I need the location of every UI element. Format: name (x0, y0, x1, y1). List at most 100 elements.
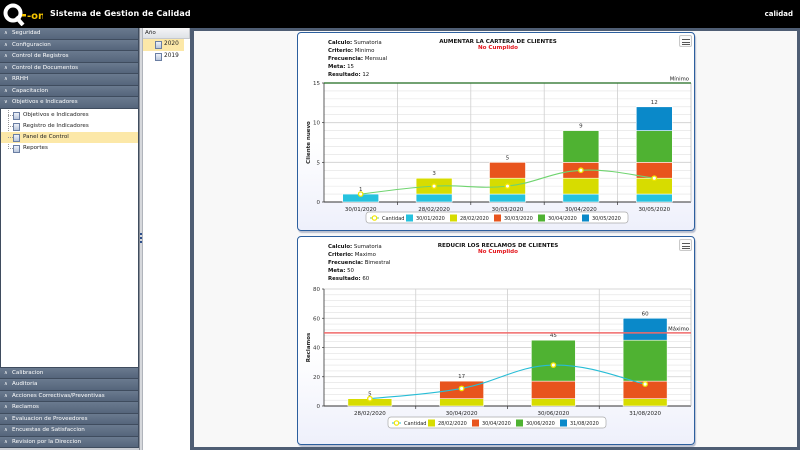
info-label: Calculo: (328, 244, 353, 250)
bar-segment[interactable] (562, 130, 600, 163)
hamburger-menu-icon[interactable] (679, 35, 692, 47)
year-item-2020[interactable]: 2020 (143, 39, 184, 51)
bar-segment[interactable] (439, 398, 484, 407)
year-column-header[interactable]: Año (143, 28, 190, 39)
accordion-header-capacitacion[interactable]: ∧ Capacitacion (0, 85, 139, 97)
line-point[interactable] (578, 167, 584, 174)
bar-segment[interactable] (635, 193, 673, 203)
bar-segment[interactable] (415, 193, 453, 203)
accordion-header-rrhh[interactable]: ∧ RRHH (0, 74, 139, 86)
year-item-2019[interactable]: 2019 (143, 51, 184, 63)
tree-connector-line (8, 125, 13, 127)
x-tick-label: 30/05/2020 (638, 207, 670, 213)
bar-segment[interactable] (635, 130, 673, 163)
line-point[interactable] (504, 183, 511, 189)
bar-segment[interactable] (489, 162, 526, 179)
line-point[interactable] (367, 395, 373, 402)
accordion-header-label: Acciones Correctivas/Preventivas (12, 392, 105, 399)
chevron-up-icon: ∧ (4, 76, 8, 82)
indicator-info: Calculo: Sumatoria Criterio: Minimo Frecue… (328, 39, 387, 79)
info-value: 12 (362, 72, 370, 78)
bar-segment[interactable] (531, 398, 576, 407)
legend-marker-icon (393, 420, 400, 426)
chart-title: AUMENTAR LA CARTERA DE CLIENTES (439, 39, 557, 45)
line-point[interactable] (642, 381, 648, 387)
legend-item[interactable]: 28/02/2020 (450, 214, 489, 223)
line-point[interactable] (458, 385, 465, 392)
panel-splitter[interactable] (139, 28, 143, 450)
bar-segment[interactable] (531, 339, 576, 382)
legend-item[interactable]: 30/06/2020 (516, 419, 555, 428)
tree-item-label: Panel de Control (23, 133, 69, 140)
accordion-header-reclamos[interactable]: ∧ Reclamos (0, 402, 139, 414)
line-point[interactable] (431, 183, 437, 189)
info-value: Sumatoria (353, 40, 382, 46)
user-name[interactable]: calidad (764, 10, 793, 18)
splitter-grip-icon[interactable] (140, 233, 142, 243)
x-tick-label: 28/02/2020 (418, 207, 450, 213)
app-title: Sistema de Gestion de Calidad (50, 9, 191, 18)
document-icon (13, 122, 20, 131)
tree-item-registro-de-indicadores[interactable]: Registro de Indicadores (1, 121, 138, 132)
legend-box (387, 416, 607, 429)
bar-segment[interactable] (489, 193, 526, 203)
bar-segment[interactable] (622, 398, 668, 407)
line-point[interactable] (357, 191, 364, 197)
chart-legend: Cantidad 28/02/2020 30/04/2020 30/06/2020 31… (387, 416, 607, 429)
info-label: Criterio: (328, 48, 354, 54)
accordion-header-encuestas-de-satisfaccion[interactable]: ∧ Encuestas de Satisfaccion (0, 425, 139, 437)
y-tick-label: 20 (313, 375, 320, 381)
info-label: Meta: (328, 64, 346, 70)
info-value: Minimo (354, 48, 375, 54)
bar-segment[interactable] (562, 177, 600, 195)
bar-segment[interactable] (635, 106, 673, 131)
legend-item[interactable]: 30/04/2020 (472, 419, 511, 428)
legend-swatch-icon (516, 419, 523, 427)
legend-item[interactable]: 30/01/2020 (406, 214, 445, 223)
y-axis-title: Cliente nuevo (306, 121, 312, 164)
info-value: 60 (362, 276, 370, 282)
tree-item-objetivos-e-indicadores[interactable]: Objetivos e Indicadores (1, 110, 138, 121)
legend-item[interactable]: 30/04/2020 (538, 214, 577, 223)
chevron-up-icon: ∧ (4, 369, 8, 376)
legend-item[interactable]: 30/03/2020 (494, 214, 533, 223)
legend-label: 30/06/2020 (526, 421, 555, 427)
line-point[interactable] (550, 362, 557, 368)
accordion-header-auditoria[interactable]: ∧ Auditoria (0, 379, 139, 391)
legend-item[interactable]: 28/02/2020 (428, 419, 467, 428)
accordion-header-seguridad[interactable]: ∧ Seguridad (0, 28, 139, 40)
legend-marker-icon (371, 215, 378, 221)
info-value: Mensual (364, 56, 388, 62)
hamburger-menu-icon[interactable] (679, 239, 692, 251)
chevron-up-icon: ∧ (4, 392, 8, 399)
legend-label: 30/04/2020 (548, 216, 577, 222)
bar-segment[interactable] (562, 193, 600, 203)
info-label: Frecuencia: (328, 56, 364, 62)
chart-legend: Cantidad 30/01/2020 28/02/2020 30/03/2020 30… (365, 211, 629, 224)
accordion-header-acciones-correctivas-preventivas[interactable]: ∧ Acciones Correctivas/Preventivas (0, 390, 139, 402)
bar-segment[interactable] (622, 339, 668, 382)
bar-segment[interactable] (531, 380, 576, 399)
tree-item-panel-de-control[interactable]: Panel de Control (1, 131, 138, 143)
accordion-header-evaluacion-de-proveedores[interactable]: ∧ Evaluacion de Proveedores (0, 413, 139, 425)
accordion-header-label: Control de Documentos (12, 64, 79, 71)
line-point[interactable] (651, 175, 658, 182)
chevron-down-icon: ∨ (4, 99, 8, 105)
y-tick-label: 0 (317, 404, 321, 410)
legend-item[interactable]: Cantidad (392, 420, 427, 427)
accordion-header-objetivos-e-indicadores[interactable]: ∨ Objetivos e Indicadores (0, 97, 139, 109)
accordion-header-control-de-registros[interactable]: ∧ Control de Registros (0, 51, 139, 63)
tree-item-reportes[interactable]: Reportes (1, 143, 138, 154)
chevron-up-icon: ∧ (4, 381, 8, 387)
accordion-header-revision-por-la-direccion[interactable]: ∧ Revision por la Direccion (0, 436, 139, 448)
legend-item[interactable]: 30/05/2020 (582, 214, 621, 223)
accordion-header-control-de-documentos[interactable]: ∧ Control de Documentos (0, 62, 139, 74)
accordion-header-configuracion[interactable]: ∧ Configuracion (0, 39, 139, 51)
accordion-header-calibracion[interactable]: ∧ Calibracion (0, 367, 139, 379)
legend-swatch-icon (406, 214, 413, 222)
legend-item[interactable]: 31/08/2020 (560, 419, 599, 428)
legend-item[interactable]: Cantidad (370, 215, 405, 222)
accordion-header-label: RRHH (12, 76, 29, 82)
bar-segment[interactable] (622, 317, 668, 341)
info-row-resultado: Resultado: 12 (328, 71, 387, 79)
